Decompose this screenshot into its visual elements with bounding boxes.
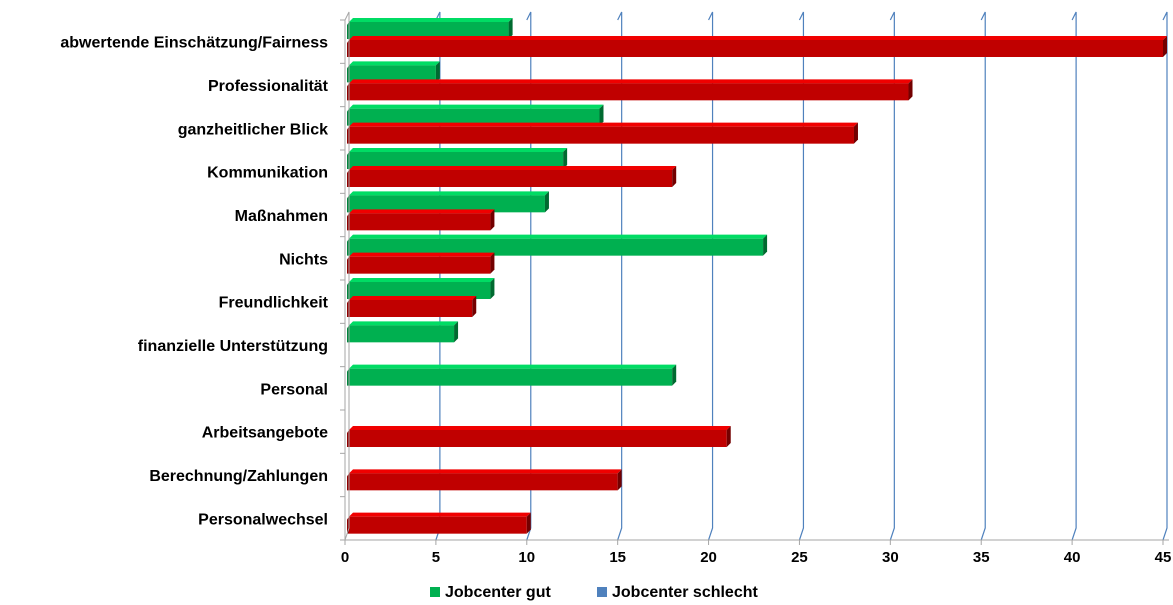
gridline <box>889 11 895 541</box>
legend-label: Jobcenter schlecht <box>612 584 759 601</box>
x-tick-label: 10 <box>518 549 535 566</box>
bar-jobcenter-schlecht <box>347 122 858 144</box>
legend-item: Jobcenter schlecht <box>597 584 759 601</box>
bar-jobcenter-gut <box>347 104 604 126</box>
x-tick-label: 30 <box>882 549 899 566</box>
axes: 0 5 10 15 20 25 30 35 40 45 <box>340 11 1172 566</box>
legend-item: Jobcenter gut <box>430 584 551 601</box>
gridline <box>526 11 532 541</box>
legend: Jobcenter gut Jobcenter schlecht <box>430 584 759 601</box>
category-label: Freundlichkeit <box>219 295 329 312</box>
x-tick-label: 35 <box>973 549 990 566</box>
bar-jobcenter-schlecht <box>347 209 495 231</box>
x-tick-label: 15 <box>609 549 626 566</box>
gridline <box>1162 11 1168 541</box>
category-labels: abwertende Einschätzung/Fairness Professi… <box>60 35 328 529</box>
legend-swatch <box>597 587 607 597</box>
bar-jobcenter-gut <box>347 18 513 39</box>
bar-jobcenter-gut <box>347 148 568 169</box>
legend-swatch <box>430 587 440 597</box>
bar-jobcenter-gut <box>347 364 677 386</box>
bar-jobcenter-gut <box>347 321 459 343</box>
category-label: Arbeitsangebote <box>202 425 328 442</box>
category-label: Kommunikation <box>207 165 328 182</box>
category-label: abwertende Einschätzung/Fairness <box>60 35 328 52</box>
bars <box>347 18 1167 534</box>
bar-jobcenter-schlecht <box>347 512 531 534</box>
category-label: finanzielle Unterstützung <box>138 338 328 355</box>
bar-jobcenter-gut <box>347 191 549 213</box>
category-label: Professionalität <box>208 78 329 95</box>
bar-jobcenter-schlecht <box>347 36 1167 57</box>
gridline <box>980 11 986 541</box>
bar-jobcenter-schlecht <box>347 426 731 447</box>
bar-jobcenter-schlecht <box>347 79 913 101</box>
category-label: Berechnung/Zahlungen <box>149 468 328 485</box>
bar-jobcenter-schlecht <box>347 296 477 317</box>
gridline <box>707 11 714 541</box>
bar-jobcenter-schlecht <box>347 166 677 187</box>
gridline <box>1071 11 1077 541</box>
category-label: Personal <box>260 381 328 398</box>
gridline <box>798 11 805 541</box>
x-tick-label: 20 <box>700 549 717 566</box>
bar-jobcenter-schlecht <box>347 469 622 491</box>
x-tick-label: 0 <box>341 549 349 566</box>
x-tick-label: 5 <box>432 549 440 566</box>
bar-jobcenter-gut <box>347 234 768 256</box>
gridlines <box>435 11 1168 541</box>
bar-jobcenter-schlecht <box>347 252 495 274</box>
bar-jobcenter-gut <box>347 278 495 299</box>
x-tick-label: 40 <box>1064 549 1081 566</box>
bar-jobcenter-gut <box>347 61 440 83</box>
category-label: ganzheitlicher Blick <box>178 121 328 138</box>
legend-label: Jobcenter gut <box>445 584 551 601</box>
category-label: Personalwechsel <box>198 511 328 528</box>
x-tick-label: 25 <box>791 549 808 566</box>
category-label: Nichts <box>279 251 328 268</box>
x-tick-label: 45 <box>1155 549 1172 566</box>
gridline <box>617 11 623 541</box>
category-label: Maßnahmen <box>235 208 328 225</box>
